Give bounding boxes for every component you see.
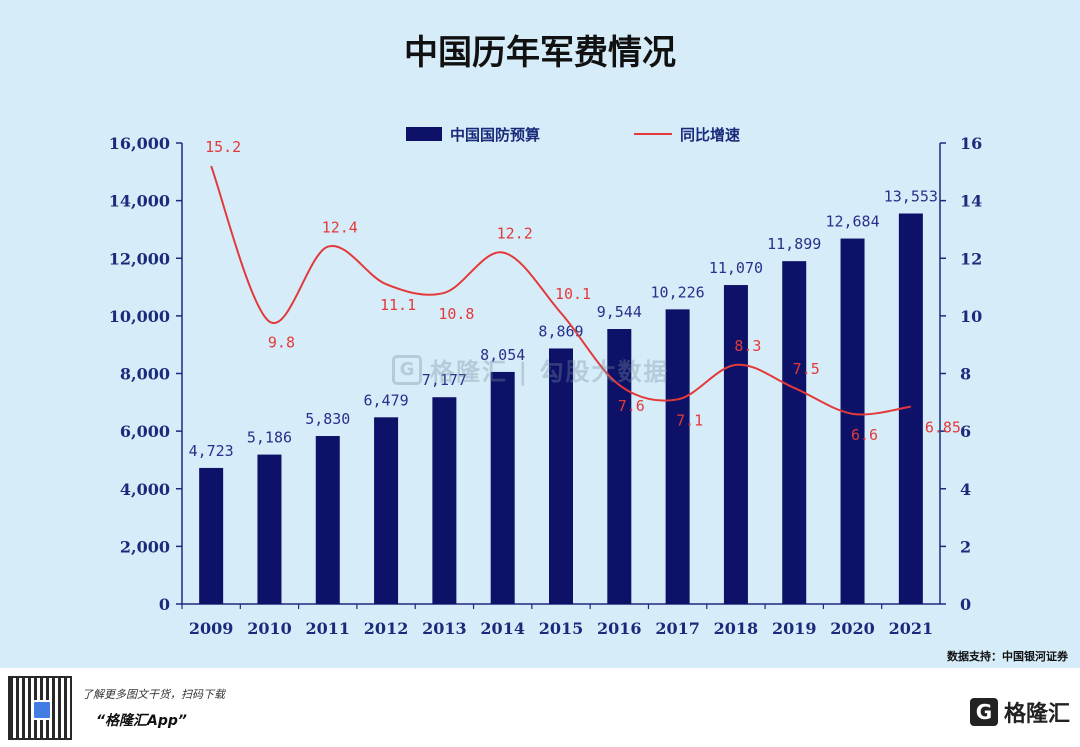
- rate-data-label: 6.6: [851, 426, 878, 444]
- brand-logo-icon: G: [969, 698, 998, 726]
- bar: [840, 238, 865, 605]
- rate-data-label: 7.5: [793, 360, 820, 378]
- bar-data-label: 12,684: [825, 213, 879, 231]
- legend-bar-label: 中国国防预算: [450, 126, 540, 144]
- legend-bar-swatch: [406, 127, 442, 141]
- x-tick-label: 2020: [830, 619, 875, 638]
- chart-title: 中国历年军费情况: [404, 33, 676, 73]
- bar-data-label: 11,070: [709, 259, 763, 277]
- right-tick-label: 0: [960, 595, 971, 614]
- left-tick-label: 4,000: [120, 480, 170, 499]
- bar-data-label: 10,226: [651, 283, 705, 301]
- left-tick-label: 8,000: [120, 365, 170, 384]
- left-tick-label: 10,000: [109, 307, 170, 326]
- bar-data-label: 4,723: [189, 442, 234, 460]
- right-tick-label: 8: [960, 365, 971, 384]
- rate-data-label: 12.2: [497, 224, 533, 242]
- rate-data-label: 12.4: [322, 219, 358, 237]
- left-tick-label: 2,000: [120, 537, 170, 556]
- left-tick-label: 12,000: [109, 249, 170, 268]
- bar: [315, 436, 340, 604]
- footer: 了解更多图文干货，扫码下载 “格隆汇App” G 格隆汇: [0, 668, 1080, 747]
- bar-data-label: 8,869: [538, 322, 583, 340]
- brand-name: 格隆汇: [1003, 702, 1070, 727]
- bar: [723, 285, 748, 604]
- bar-data-label: 7,177: [422, 371, 467, 389]
- bar: [432, 397, 457, 604]
- bar-data-label: 8,054: [480, 346, 525, 364]
- right-tick-label: 14: [960, 192, 982, 211]
- x-tick-label: 2016: [597, 619, 642, 638]
- bar-data-label: 13,553: [884, 188, 938, 206]
- bar-data-label: 6,479: [363, 391, 408, 409]
- bar: [607, 329, 632, 604]
- data-source: 数据支持：中国银河证券: [947, 650, 1068, 663]
- bar-data-label: 11,899: [767, 235, 821, 253]
- right-tick-label: 12: [960, 249, 982, 268]
- footer-app-name: “格隆汇App”: [96, 713, 187, 729]
- x-tick-label: 2010: [247, 619, 292, 638]
- chart-panel: 中国历年军费情况 0 2,000 4,000 6,000 8,000 10,000 12,00…: [0, 0, 1080, 668]
- bar: [199, 467, 224, 604]
- growth-rate-line: [210, 165, 911, 416]
- rate-data-label: 11.1: [380, 296, 416, 314]
- bar: [549, 348, 573, 604]
- watermark-text: 格隆汇 | 勾股大数据: [430, 358, 670, 386]
- x-tick-label: 2017: [655, 619, 700, 638]
- x-tick-label: 2013: [422, 619, 467, 638]
- brand-logo: G 格隆汇: [969, 696, 1070, 728]
- bar-data-label: 9,544: [597, 303, 642, 321]
- rate-data-label: 10.8: [438, 305, 474, 323]
- right-tick-label: 6: [960, 422, 971, 441]
- chart-svg: 中国历年军费情况 0 2,000 4,000 6,000 8,000 10,000 12,00…: [109, 33, 983, 638]
- x-tick-label: 2018: [714, 619, 759, 638]
- bar-data-label: 5,830: [305, 410, 350, 428]
- rate-data-label: 6.85: [925, 419, 961, 437]
- watermark: G 格隆汇 | 勾股大数据: [392, 352, 669, 387]
- qr-code-icon[interactable]: [8, 676, 72, 740]
- right-tick-label: 4: [960, 480, 971, 499]
- x-tick-label: 2009: [189, 619, 234, 638]
- x-tick-label: 2014: [480, 619, 525, 638]
- rate-data-label: 9.8: [268, 334, 295, 352]
- bar: [374, 417, 399, 604]
- rate-data-label: 15.2: [205, 138, 241, 156]
- left-tick-label: 0: [159, 595, 170, 614]
- x-tick-label: 2015: [539, 619, 584, 638]
- x-tick-label: 2019: [772, 619, 817, 638]
- right-tick-label: 16: [960, 134, 982, 153]
- right-tick-label: 2: [960, 537, 971, 556]
- rate-data-label: 8.3: [734, 337, 761, 355]
- watermark-logo-icon: G: [392, 354, 422, 385]
- qr-center-logo-icon: [32, 700, 52, 720]
- bar: [490, 371, 515, 604]
- left-tick-label: 16,000: [109, 134, 170, 153]
- bar: [782, 261, 807, 604]
- left-tick-label: 14,000: [109, 192, 170, 211]
- legend-line-label: 同比增速: [680, 126, 740, 144]
- bar-data-label: 5,186: [247, 429, 292, 447]
- rate-data-label: 10.1: [555, 285, 591, 303]
- bar: [257, 454, 282, 604]
- bar: [665, 309, 690, 604]
- rate-data-label: 7.6: [618, 397, 645, 415]
- x-tick-label: 2021: [889, 619, 934, 638]
- rate-data-label: 7.1: [676, 411, 703, 429]
- x-tick-label: 2011: [306, 619, 351, 638]
- left-tick-label: 6,000: [120, 422, 170, 441]
- x-tick-label: 2012: [364, 619, 409, 638]
- right-tick-label: 10: [960, 307, 982, 326]
- footer-cta: 了解更多图文干货，扫码下载: [82, 688, 225, 701]
